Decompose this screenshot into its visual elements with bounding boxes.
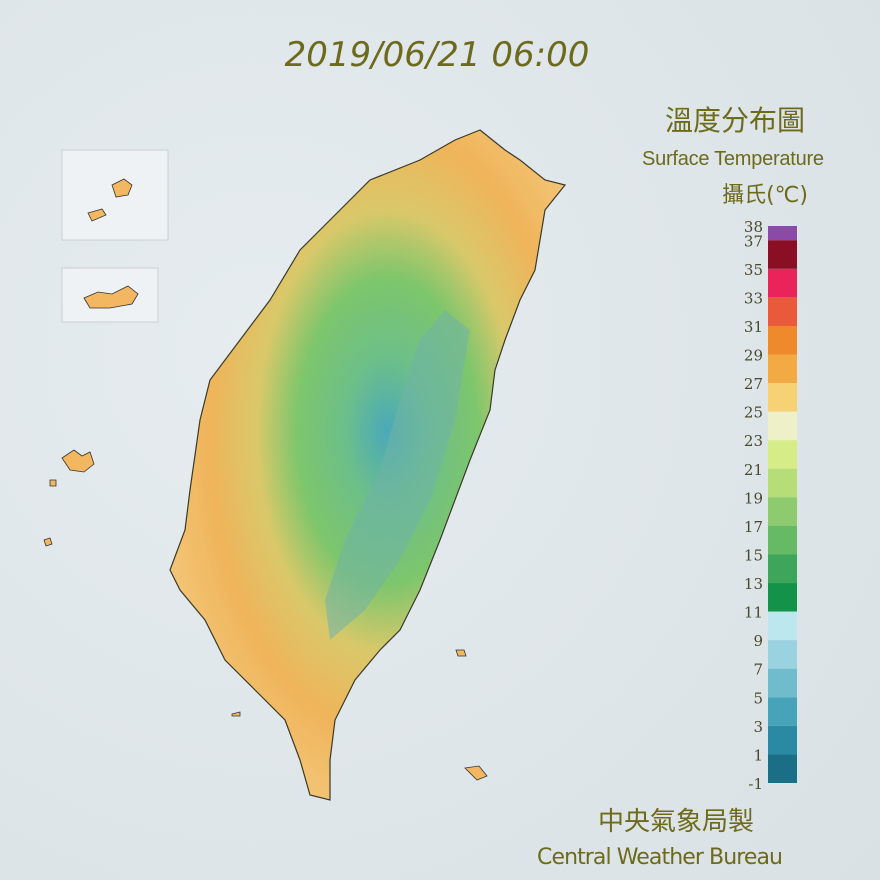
- legend-tick-label: 17: [744, 518, 763, 536]
- island: [43, 449, 95, 547]
- island: [83, 285, 139, 309]
- legend-tick-label: 27: [744, 375, 763, 393]
- legend-tick-label: 23: [744, 432, 763, 450]
- footer-chinese: 中央氣象局製: [598, 807, 754, 837]
- legend-tick-label: 25: [744, 404, 763, 422]
- legend-tick-label: 33: [744, 289, 763, 307]
- mountain-range: [325, 310, 470, 640]
- legend-tick-label: 9: [753, 632, 763, 650]
- legend-tick-label: 35: [744, 261, 763, 279]
- legend-band: [768, 525, 797, 555]
- legend-tick-label: 5: [753, 689, 763, 707]
- island: [87, 178, 133, 222]
- legend-band: [768, 325, 797, 355]
- legend-band: [768, 468, 797, 498]
- legend-band: [768, 411, 797, 441]
- legend-band: [768, 440, 797, 469]
- timestamp: 2019/06/21 06:00: [285, 35, 590, 75]
- footer-english: Central Weather Bureau: [537, 845, 783, 870]
- legend-tick-label: 29: [744, 347, 763, 365]
- subtitle: Surface Temperature: [642, 148, 824, 170]
- legend-band: [768, 583, 797, 612]
- legend-band: [768, 354, 797, 384]
- legend-band: [768, 268, 797, 298]
- island: [231, 649, 488, 781]
- legend-band: [768, 697, 797, 726]
- legend-tick-label: 19: [744, 489, 763, 507]
- legend-tick-label: 15: [744, 546, 763, 564]
- legend-tick-label: 37: [744, 232, 763, 250]
- legend-band: [768, 754, 797, 783]
- legend-band: [768, 725, 797, 755]
- legend-band: [768, 497, 797, 526]
- legend-band: [768, 554, 797, 584]
- legend-tick-label: 31: [744, 318, 763, 336]
- legend-tick-label: -1: [748, 775, 763, 793]
- legend-band: [768, 668, 797, 698]
- taiwan-land: [169, 129, 567, 801]
- legend-tick-label: 1: [753, 746, 763, 764]
- legend-tick-label: 13: [744, 575, 763, 593]
- legend-band: [768, 383, 797, 412]
- legend-tick-label: 21: [744, 461, 763, 479]
- unit: 攝氏(℃): [722, 183, 808, 208]
- legend-band: [768, 640, 797, 669]
- legend-tick-label: 38: [744, 218, 763, 236]
- legend-tick-label: 3: [753, 718, 763, 736]
- legend-band: [768, 226, 797, 241]
- legend-tick-label: 11: [744, 604, 763, 622]
- title: 溫度分布圖: [665, 104, 805, 137]
- legend-band: [768, 240, 797, 269]
- legend-band: [768, 297, 797, 326]
- legend-tick-label: 7: [753, 661, 763, 679]
- legend-band: [768, 611, 797, 641]
